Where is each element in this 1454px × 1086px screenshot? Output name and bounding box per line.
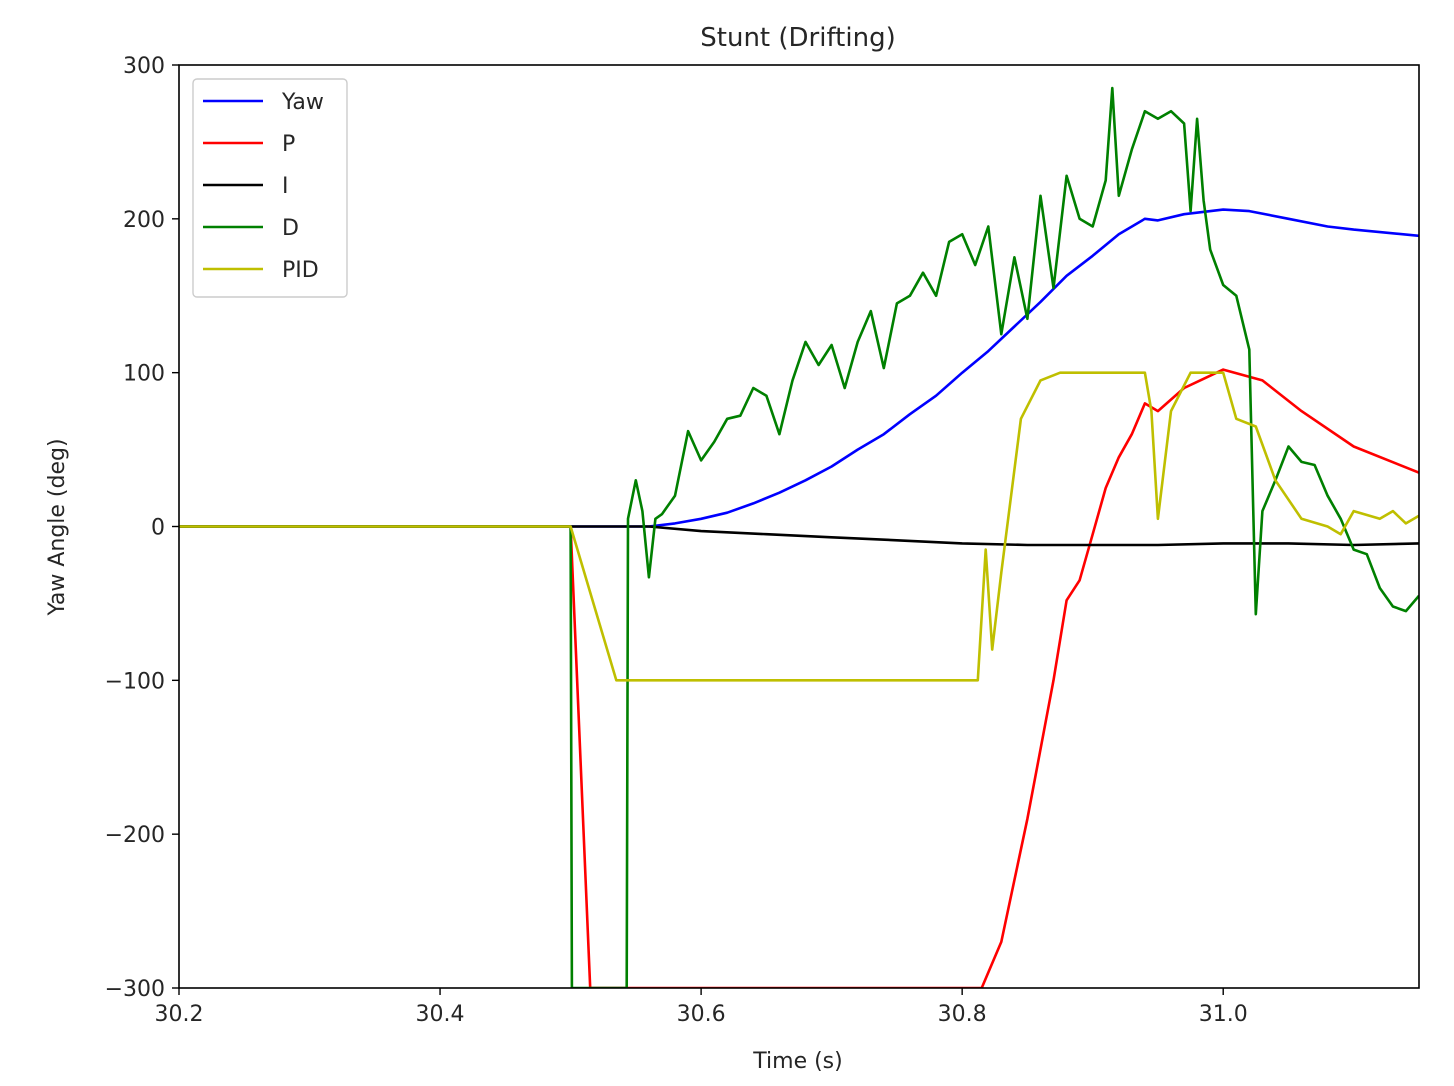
legend-box	[192, 78, 348, 298]
y-tick-label: −200	[105, 823, 165, 848]
series-line-i	[179, 525, 1419, 547]
y-tick-label: 200	[123, 208, 165, 233]
y-tick-label: 100	[123, 362, 165, 387]
legend-label-yaw: Yaw	[281, 90, 324, 115]
series-line-p	[179, 368, 1419, 988]
legend: Yaw PID PID	[192, 78, 348, 298]
x-tick-label: 30.8	[938, 1002, 987, 1027]
x-tick-label: 31.0	[1199, 1002, 1248, 1027]
chart-title: Stunt (Drifting)	[700, 23, 895, 53]
x-tick-label: 30.2	[155, 1002, 204, 1027]
y-axis: −300 −200 −100 0 100 200 300	[105, 54, 179, 1002]
x-tick-label: 30.6	[677, 1002, 726, 1027]
legend-label-pid: PID	[282, 258, 319, 283]
x-tick-label: 30.4	[416, 1002, 465, 1027]
y-axis-label: Yaw Angle (deg)	[45, 438, 70, 616]
y-tick-label: −300	[105, 977, 165, 1002]
legend-label-i: I	[282, 174, 289, 199]
series-layer	[179, 86, 1419, 988]
x-axis: 30.2 30.4 30.6 30.8 31.0	[155, 988, 1248, 1027]
series-line-yaw	[179, 208, 1419, 528]
legend-label-d: D	[282, 216, 299, 241]
series-line-pid	[179, 371, 1419, 682]
y-tick-label: 300	[123, 54, 165, 79]
y-tick-label: −100	[105, 669, 165, 694]
series-line-d	[179, 86, 1419, 988]
y-tick-label: 0	[151, 516, 165, 541]
legend-label-p: P	[282, 132, 295, 157]
x-axis-label: Time (s)	[752, 1049, 842, 1074]
